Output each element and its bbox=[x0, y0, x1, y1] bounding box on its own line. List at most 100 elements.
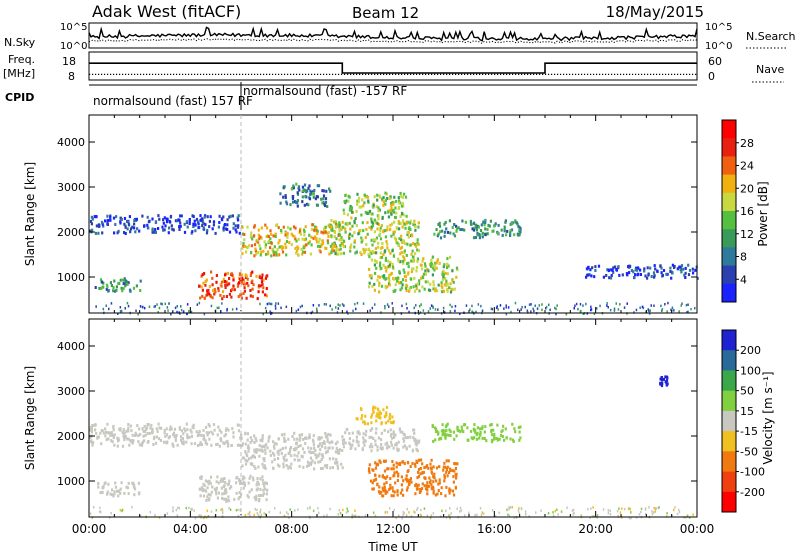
frequency-panel: 18 8 60 0 bbox=[62, 51, 784, 83]
echo-cell bbox=[210, 270, 213, 274]
echo-cell bbox=[365, 429, 368, 433]
scatter-cell bbox=[274, 304, 277, 308]
echo-cell bbox=[373, 288, 376, 292]
echo-cell bbox=[220, 430, 223, 434]
scatter-cell bbox=[426, 514, 429, 517]
echo-cell bbox=[515, 221, 518, 225]
echo-cell bbox=[449, 430, 452, 433]
echo-cell bbox=[407, 265, 410, 269]
echo-cell bbox=[451, 469, 454, 472]
scatter-cell bbox=[257, 514, 260, 517]
echo-cell bbox=[282, 455, 285, 459]
echo-cell bbox=[226, 218, 229, 222]
echo-cell bbox=[355, 209, 358, 213]
echo-cell bbox=[300, 247, 303, 251]
echo-cell bbox=[272, 250, 275, 254]
echo-cell bbox=[168, 428, 171, 432]
echo-cell bbox=[484, 233, 487, 237]
echo-cell bbox=[416, 260, 419, 263]
echo-cell bbox=[416, 238, 419, 242]
echo-cell bbox=[152, 443, 155, 446]
echo-cell bbox=[298, 438, 301, 442]
echo-cell bbox=[194, 223, 197, 227]
echo-cell bbox=[238, 281, 241, 285]
echo-cell bbox=[210, 490, 213, 494]
echo-cell bbox=[390, 436, 394, 440]
scatter-cell bbox=[647, 308, 649, 311]
echo-cell bbox=[245, 452, 248, 456]
echo-cell bbox=[292, 200, 295, 204]
echo-cell bbox=[220, 284, 223, 288]
echo-cell bbox=[298, 464, 301, 468]
echo-cell bbox=[489, 423, 492, 427]
scatter-cell bbox=[609, 308, 612, 312]
echo-cell bbox=[350, 206, 354, 210]
scatter-cell bbox=[220, 508, 222, 512]
echo-cell bbox=[232, 226, 235, 230]
echo-cell bbox=[446, 288, 449, 291]
echo-cell bbox=[310, 243, 313, 247]
echo-cell bbox=[384, 229, 387, 233]
echo-cell bbox=[254, 467, 257, 470]
echo-cell bbox=[120, 286, 123, 290]
scatter-cell bbox=[316, 307, 318, 311]
scatter-cell bbox=[552, 514, 555, 517]
echo-cell bbox=[414, 484, 417, 488]
echo-cell bbox=[414, 252, 417, 256]
echo-cell bbox=[244, 432, 247, 436]
echo-cell bbox=[432, 490, 435, 493]
echo-cell bbox=[205, 231, 209, 235]
echo-cell bbox=[321, 455, 325, 459]
echo-cell bbox=[329, 466, 332, 470]
echo-cell bbox=[379, 226, 382, 230]
echo-cell bbox=[278, 464, 281, 468]
echo-cell bbox=[109, 218, 112, 222]
echo-cell bbox=[297, 237, 300, 241]
echo-cell bbox=[367, 248, 370, 252]
echo-cell bbox=[676, 267, 679, 271]
echo-cell bbox=[236, 216, 239, 220]
echo-cell bbox=[478, 236, 481, 240]
echo-cell bbox=[375, 266, 378, 270]
echo-cell bbox=[438, 481, 441, 485]
echo-cell bbox=[180, 435, 183, 439]
echo-cell bbox=[384, 476, 387, 480]
echo-cell bbox=[372, 487, 375, 491]
echo-cell bbox=[316, 184, 319, 188]
echo-cell bbox=[277, 241, 280, 245]
echo-cell bbox=[376, 193, 379, 197]
scatter-cell bbox=[606, 304, 608, 307]
echo-cell bbox=[338, 451, 341, 455]
echo-cell bbox=[253, 224, 256, 228]
echo-cell bbox=[240, 296, 243, 300]
echo-cell bbox=[203, 272, 206, 275]
echo-cell bbox=[251, 295, 254, 299]
echo-cell bbox=[440, 284, 443, 288]
scatter-cell bbox=[420, 508, 422, 512]
echo-cell bbox=[228, 486, 232, 490]
scatter-cell bbox=[619, 511, 622, 514]
echo-cell bbox=[255, 494, 258, 498]
echo-cell bbox=[432, 491, 435, 495]
echo-cell bbox=[511, 438, 515, 442]
echo-cell bbox=[416, 476, 419, 480]
echo-cell bbox=[402, 437, 405, 441]
colorbar-tick-label: -15 bbox=[740, 425, 758, 438]
echo-cell bbox=[251, 287, 254, 291]
echo-region-10 bbox=[585, 263, 699, 280]
echo-cell bbox=[199, 476, 202, 480]
scatter-cell bbox=[119, 306, 122, 309]
echo-cell bbox=[210, 443, 213, 447]
echo-cell bbox=[400, 281, 403, 285]
echo-cell bbox=[333, 235, 336, 239]
echo-cell bbox=[282, 246, 285, 249]
echo-cell bbox=[404, 477, 407, 481]
echo-cell bbox=[209, 475, 213, 479]
echo-cell bbox=[104, 219, 107, 223]
scatter-cell bbox=[117, 312, 119, 315]
echo-cell bbox=[489, 219, 492, 223]
scatter-cell bbox=[127, 304, 130, 308]
echo-cell bbox=[443, 230, 446, 234]
echo-cell bbox=[330, 219, 333, 222]
echo-cell bbox=[103, 481, 106, 485]
